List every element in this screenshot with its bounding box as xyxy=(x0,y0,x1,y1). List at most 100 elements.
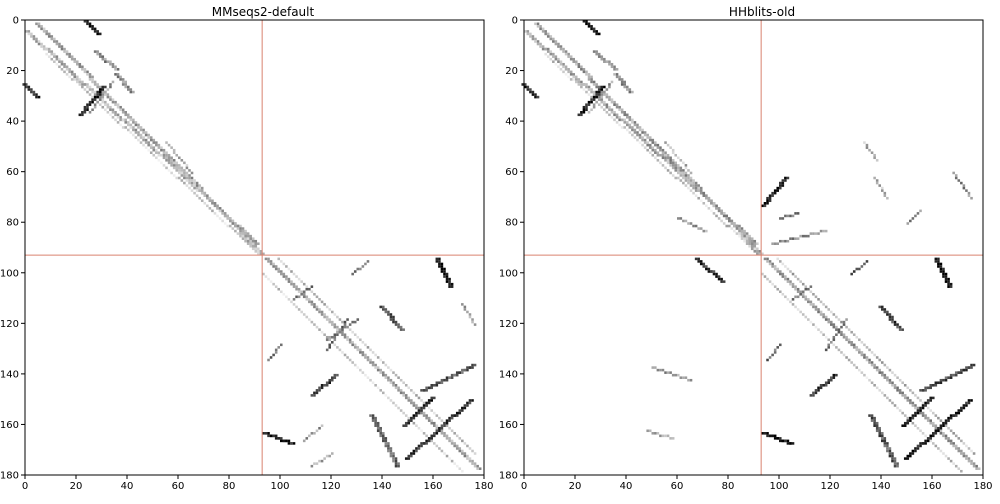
contact-cell xyxy=(422,404,426,407)
contact-cell xyxy=(937,262,940,266)
contact-cell xyxy=(728,217,731,220)
contact-cell xyxy=(768,356,772,359)
contact-cell xyxy=(211,202,214,205)
contact-cell xyxy=(636,138,639,142)
contact-cell xyxy=(643,133,647,137)
contact-cell xyxy=(254,250,258,253)
x-tick-label: 100 xyxy=(270,481,289,492)
contact-cell xyxy=(536,95,540,99)
contact-cell xyxy=(430,437,433,440)
contact-cell xyxy=(796,212,800,215)
contact-cell xyxy=(957,179,961,182)
contact-cell xyxy=(814,232,818,235)
contact-cell xyxy=(710,202,713,205)
contact-cell xyxy=(448,457,451,460)
contact-cell xyxy=(549,35,553,38)
contact-cell xyxy=(569,55,573,58)
contact-cell xyxy=(623,83,626,86)
contact-cell xyxy=(738,224,741,228)
contact-cell xyxy=(952,414,955,417)
contact-cell xyxy=(111,80,115,84)
contact-cell xyxy=(387,442,390,445)
contact-cell xyxy=(389,447,393,450)
contact-cell xyxy=(364,353,367,357)
contact-cell xyxy=(860,353,864,357)
contact-cell xyxy=(392,318,395,321)
contact-cell xyxy=(646,148,649,152)
contact-cell xyxy=(756,252,759,256)
contact-cell xyxy=(860,351,864,354)
contact-cell xyxy=(702,194,706,197)
contact-cell xyxy=(461,449,464,453)
contact-cell xyxy=(359,267,362,271)
contact-cell xyxy=(745,237,749,240)
contact-cell xyxy=(374,416,377,420)
contact-cell xyxy=(455,434,459,438)
contact-cell xyxy=(415,394,418,397)
contact-cell xyxy=(116,121,120,124)
contact-cell xyxy=(707,199,711,203)
contact-cell xyxy=(776,267,779,271)
contact-cell xyxy=(932,421,935,425)
contact-cell xyxy=(216,204,219,208)
contact-cell xyxy=(450,416,454,420)
contact-cell xyxy=(577,83,581,86)
contact-cell xyxy=(473,323,477,326)
x-tick-label: 180 xyxy=(973,481,992,492)
contact-cell xyxy=(234,222,237,225)
contact-cell xyxy=(119,75,122,79)
contact-cell xyxy=(435,414,439,417)
contact-cell xyxy=(585,22,588,26)
contact-cell xyxy=(369,361,372,364)
contact-cell xyxy=(898,378,902,382)
contact-cell xyxy=(830,378,833,382)
contact-cell xyxy=(190,181,194,185)
contact-cell xyxy=(666,169,670,172)
contact-cell xyxy=(249,239,252,243)
contact-cell xyxy=(445,376,449,379)
contact-cell xyxy=(239,224,242,228)
contact-cell xyxy=(272,262,275,266)
contact-cell xyxy=(623,118,626,122)
contact-cell xyxy=(585,105,588,109)
contact-cell xyxy=(111,98,115,101)
contact-cell xyxy=(438,381,441,385)
contact-cell xyxy=(868,148,871,152)
contact-cell xyxy=(674,161,677,165)
contact-cell xyxy=(628,118,632,122)
contact-cell xyxy=(875,179,879,182)
contact-cell xyxy=(585,70,588,74)
contact-cell xyxy=(292,272,296,276)
contact-cell xyxy=(756,242,759,245)
contact-cell xyxy=(868,348,871,352)
contact-cell xyxy=(98,88,102,91)
contact-cell xyxy=(960,469,963,473)
contact-cell xyxy=(924,439,927,443)
contact-cell xyxy=(689,222,693,225)
contact-cell xyxy=(597,52,601,56)
contact-cell xyxy=(325,348,329,352)
contact-cell xyxy=(453,414,456,417)
contact-cell xyxy=(771,353,774,357)
contact-cell xyxy=(939,270,943,273)
contact-cell xyxy=(942,272,945,276)
contact-cell xyxy=(274,351,278,354)
contact-cell xyxy=(954,434,958,438)
contact-cell xyxy=(677,166,680,170)
contact-cell xyxy=(585,73,588,76)
contact-cell xyxy=(648,138,652,142)
contact-cell xyxy=(776,257,779,261)
contact-cell xyxy=(35,37,38,41)
contact-cell xyxy=(648,429,652,433)
contact-cell xyxy=(577,78,581,81)
contact-cell xyxy=(218,217,222,220)
contact-cell xyxy=(305,287,309,291)
contact-cell xyxy=(338,328,342,331)
contact-cell xyxy=(643,141,647,144)
contact-cell xyxy=(873,384,876,387)
contact-cell xyxy=(687,174,690,177)
contact-cell xyxy=(608,60,611,63)
contact-cell xyxy=(870,351,874,354)
contact-cell xyxy=(562,47,565,51)
contact-cell xyxy=(91,98,94,101)
